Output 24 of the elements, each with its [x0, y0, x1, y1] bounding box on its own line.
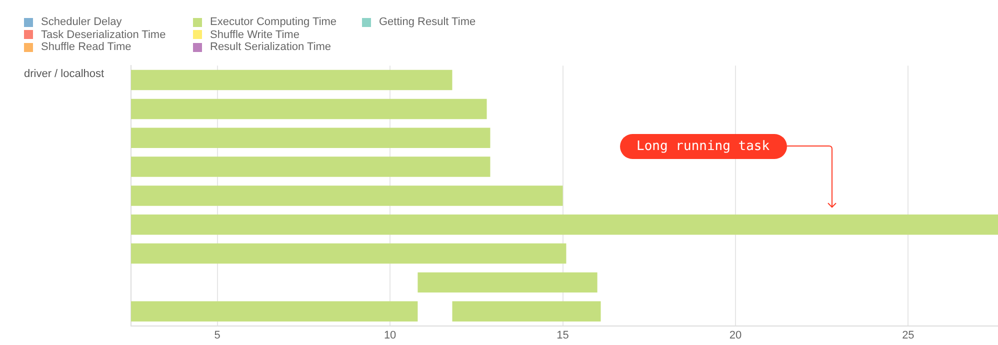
x-tick-label: 15 — [556, 329, 569, 342]
bar — [131, 128, 490, 148]
legend-label: Getting Result Time — [379, 16, 476, 28]
bar — [418, 272, 598, 293]
legend-label: Shuffle Read Time — [41, 41, 132, 54]
bar — [131, 98, 487, 120]
bar — [131, 156, 490, 177]
bar — [131, 301, 418, 322]
x-tick-label: 20 — [729, 329, 742, 342]
bar — [131, 186, 563, 206]
x-tick-label: 10 — [384, 329, 396, 342]
bar — [131, 243, 566, 264]
legend-label: Executor Computing Time — [210, 16, 337, 28]
y-axis-title: driver / localhost — [24, 68, 104, 80]
legend-label: Shuffle Write Time — [210, 28, 300, 41]
x-tick-label: 25 — [902, 329, 914, 342]
legend-label: Scheduler Delay — [41, 16, 122, 28]
legend-label: Result Serialization Time — [210, 41, 332, 54]
bar — [452, 301, 601, 322]
bar — [131, 214, 998, 235]
bar — [131, 70, 452, 90]
annotation: Long running task — [620, 134, 787, 159]
x-tick-label: 5 — [214, 329, 220, 342]
legend-label: Task Deserialization Time — [41, 28, 166, 41]
